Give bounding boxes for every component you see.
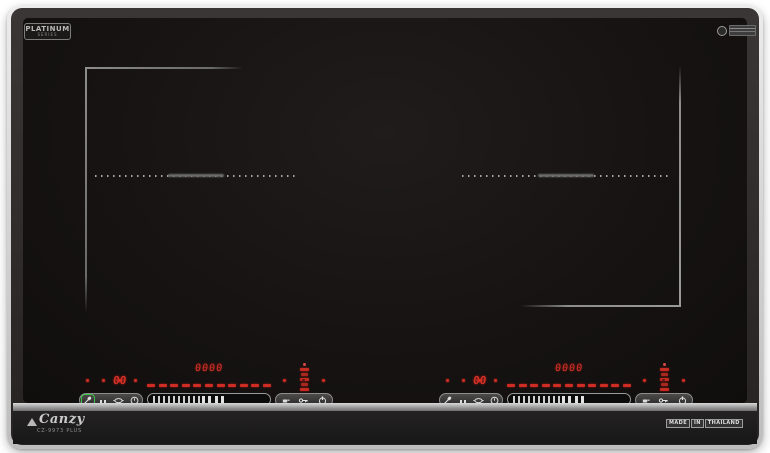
platinum-badge-title: PLATINUM (25, 25, 70, 33)
boost-pan-icon (282, 399, 290, 402)
brand-name: Canzy (39, 412, 85, 427)
right-zone-center-dots (462, 175, 670, 177)
mode-led-row (275, 379, 333, 382)
platinum-badge: PLATINUM SERIES (24, 23, 71, 40)
power-dash-indicator (507, 384, 631, 387)
made-in-word: IN (691, 419, 704, 428)
lock-button[interactable] (658, 395, 670, 406)
metal-trim-strip (13, 403, 757, 411)
slider-ticks-thin (513, 396, 560, 403)
pot-icon (113, 397, 124, 403)
glass-surface (23, 18, 747, 403)
heat-level-tower-indicator (299, 363, 310, 391)
lock-button[interactable] (298, 395, 310, 406)
pot-icon (473, 397, 484, 403)
function-led-row (439, 379, 503, 382)
function-led-row (79, 379, 143, 382)
left-zone-side-line (85, 67, 87, 313)
made-in-word: MADE (666, 419, 691, 428)
brand-triangle-icon (27, 418, 37, 426)
boost-pan-icon (642, 399, 650, 402)
lock-key-icon (299, 397, 309, 403)
power-touch-slider[interactable] (147, 393, 271, 406)
power-dash-indicator (147, 384, 271, 387)
made-in-word: THAILAND (704, 419, 743, 428)
function-spoon-icon (84, 396, 92, 404)
front-panel (13, 411, 757, 444)
boost-button[interactable] (279, 395, 291, 406)
timer-display: 0000 (554, 363, 584, 374)
function-button[interactable] (442, 395, 454, 406)
slider-ticks-thick (561, 395, 584, 404)
certification-ring-icon (717, 25, 727, 36)
pause-button[interactable] (457, 395, 469, 406)
function-spoon-icon (444, 396, 452, 404)
pot-select-button[interactable] (113, 395, 125, 406)
pot-select-button[interactable] (473, 395, 485, 406)
left-zone-center-dots (95, 175, 297, 177)
pause-icon (99, 391, 107, 410)
certification-label (729, 25, 756, 36)
right-zone-bottom-line (520, 305, 680, 307)
mode-led-row (635, 379, 693, 382)
lock-key-icon (659, 397, 669, 403)
pause-button[interactable] (97, 395, 109, 406)
brand-logo: Canzy CZ-9973 PLUS (27, 413, 85, 434)
model-number: CZ-9973 PLUS (37, 428, 82, 434)
heat-level-tower-indicator (659, 363, 670, 391)
boost-button[interactable] (639, 395, 651, 406)
cooktop-body: PLATINUM SERIES 0000 00 (7, 5, 763, 449)
right-zone-side-line (679, 66, 681, 307)
certification-emblem (717, 25, 756, 36)
slider-ticks-thick (201, 395, 224, 404)
slider-ticks-thin (153, 396, 200, 403)
pause-icon (459, 391, 467, 410)
left-zone-top-line (85, 67, 243, 69)
timer-display: 0000 (194, 363, 224, 374)
platinum-badge-subtitle: SERIES (37, 32, 58, 37)
made-in-badge: MADE IN THAILAND (666, 419, 743, 428)
function-button[interactable] (80, 393, 95, 407)
